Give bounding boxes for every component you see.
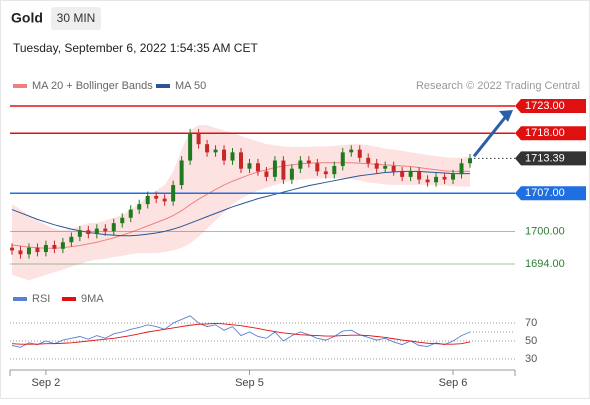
candle-body <box>188 133 193 161</box>
candle-body <box>340 152 345 166</box>
candle-body <box>103 228 108 232</box>
candle-body <box>162 198 167 202</box>
legend-rsi-swatch <box>13 297 27 301</box>
candle-body <box>306 160 311 164</box>
candle-body <box>417 171 422 180</box>
x-tick-label: Sep 5 <box>235 377 264 389</box>
level-label: 1713.39 <box>525 152 565 164</box>
candle-body <box>77 230 82 237</box>
candle-body <box>315 163 320 172</box>
level-label-box <box>515 186 586 201</box>
candle-body <box>145 195 150 205</box>
candle-body <box>366 157 371 164</box>
candle-body <box>425 179 430 183</box>
rsi-tick-label: 50 <box>525 335 537 347</box>
level-label: 1707.00 <box>525 187 565 199</box>
title: Gold <box>11 10 43 26</box>
candle-body <box>137 204 142 210</box>
x-tick-label: Sep 6 <box>439 377 468 389</box>
candle-body <box>60 242 65 249</box>
candle-body <box>408 171 413 177</box>
forecast-arrow <box>472 114 509 158</box>
level-label: 1700.00 <box>525 225 565 237</box>
rsi-line <box>11 322 471 345</box>
candle-body <box>205 144 210 153</box>
forecast-arrowhead <box>499 110 513 123</box>
level-label-box <box>515 99 586 114</box>
candle-body <box>213 149 218 153</box>
legend-ma20: MA 20 + Bollinger Bands <box>32 80 153 92</box>
candle-body <box>18 250 23 255</box>
level-label-box <box>515 126 586 141</box>
legend-rsi: 9MA <box>81 293 104 305</box>
level-label: 1723.00 <box>525 100 565 112</box>
candle-body <box>349 149 354 153</box>
legend-rsi-swatch <box>62 297 76 301</box>
candle-body <box>400 171 405 177</box>
candle-body <box>111 223 116 232</box>
timestamp: Tuesday, September 6, 2022 1:54:35 AM CE… <box>13 41 258 55</box>
candle-body <box>434 176 439 183</box>
timeframe: 30 MIN <box>57 11 96 25</box>
legend-ma20-swatch <box>13 84 27 88</box>
x-tick-label: Sep 2 <box>32 377 61 389</box>
candle-body <box>468 158 472 164</box>
candle-body <box>52 244 57 249</box>
rsi-tick-label: 30 <box>525 353 537 365</box>
rsi-line <box>11 315 471 348</box>
candle-body <box>323 171 328 175</box>
candle-body <box>86 230 91 235</box>
candle-body <box>26 247 31 255</box>
candle-body <box>451 174 456 180</box>
candle-body <box>196 133 201 145</box>
candle-body <box>239 152 243 169</box>
rsi-tick-label: 70 <box>525 317 537 329</box>
candle-body <box>298 160 303 169</box>
level-label: 1694.00 <box>525 258 565 270</box>
candle-body <box>391 165 396 172</box>
candle-body <box>332 165 337 175</box>
credit: Research © 2022 Trading Central <box>416 80 580 92</box>
candle-body <box>120 217 125 224</box>
candle-body <box>383 165 388 169</box>
candle-body <box>171 185 176 202</box>
legend-ma50: MA 50 <box>175 80 206 92</box>
candle-body <box>154 195 159 199</box>
timeframe-box <box>51 7 101 30</box>
legend-rsi: RSI <box>32 293 50 305</box>
candle-body <box>179 160 184 186</box>
candle-body <box>264 171 269 177</box>
bollinger-band <box>12 125 470 281</box>
candle-body <box>128 209 133 218</box>
candle-body <box>247 163 252 169</box>
legend-ma50-swatch <box>156 84 170 88</box>
candle-body <box>442 176 447 180</box>
candle-body <box>374 163 379 169</box>
candle-body <box>94 228 99 235</box>
candle-body <box>357 149 362 158</box>
candle-body <box>222 149 227 161</box>
candle-body <box>10 247 14 251</box>
candle-body <box>255 163 260 172</box>
candle-body <box>35 247 40 253</box>
level-label-box <box>515 151 586 166</box>
candle-body <box>272 160 277 177</box>
level-label: 1718.00 <box>525 127 565 139</box>
candle-body <box>289 168 294 180</box>
candle-body <box>281 160 286 180</box>
candle-body <box>459 163 464 175</box>
candle-body <box>43 244 48 253</box>
candle-body <box>230 152 235 161</box>
candle-body <box>69 236 74 243</box>
